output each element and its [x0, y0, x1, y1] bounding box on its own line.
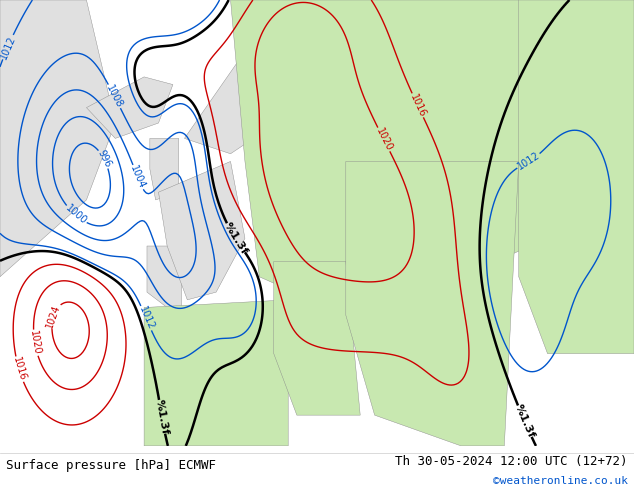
- Text: 1008: 1008: [105, 83, 124, 110]
- Text: 1004: 1004: [129, 164, 147, 191]
- Polygon shape: [144, 300, 288, 446]
- Polygon shape: [184, 31, 265, 154]
- Polygon shape: [158, 161, 245, 300]
- Text: 1016: 1016: [408, 92, 427, 119]
- Polygon shape: [0, 0, 115, 277]
- Text: 1012: 1012: [515, 150, 542, 172]
- Text: 1020: 1020: [374, 126, 394, 153]
- Polygon shape: [346, 161, 519, 446]
- Text: %1.3f: %1.3f: [154, 398, 170, 435]
- Text: 1012: 1012: [137, 305, 155, 331]
- Text: 1020: 1020: [28, 330, 42, 356]
- Text: 996: 996: [95, 148, 113, 170]
- Polygon shape: [274, 261, 360, 415]
- Text: %1.3f: %1.3f: [222, 220, 249, 256]
- Text: 1024: 1024: [45, 303, 62, 329]
- Text: Th 30-05-2024 12:00 UTC (12+72): Th 30-05-2024 12:00 UTC (12+72): [395, 455, 628, 468]
- Polygon shape: [519, 0, 634, 354]
- Text: 1016: 1016: [11, 356, 27, 383]
- Polygon shape: [147, 246, 181, 308]
- Text: 1012: 1012: [0, 34, 17, 60]
- Text: Surface pressure [hPa] ECMWF: Surface pressure [hPa] ECMWF: [6, 459, 216, 472]
- Polygon shape: [150, 138, 179, 200]
- Polygon shape: [86, 77, 173, 138]
- Text: 1000: 1000: [63, 203, 88, 227]
- Text: %1.3f: %1.3f: [513, 403, 536, 440]
- Polygon shape: [231, 0, 634, 315]
- Text: ©weatheronline.co.uk: ©weatheronline.co.uk: [493, 476, 628, 486]
